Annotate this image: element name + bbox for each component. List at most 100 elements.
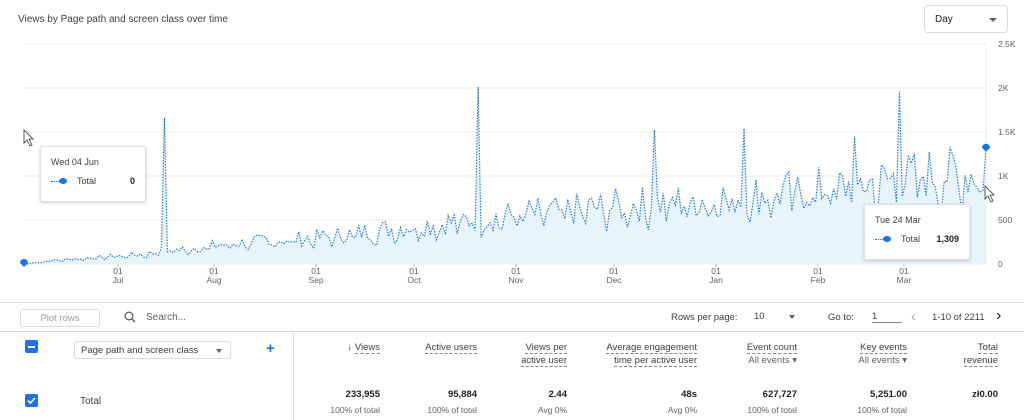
x-tick-month: Jul — [113, 275, 124, 285]
search-icon — [124, 311, 136, 323]
column-header[interactable]: Average engagement time per active user — [567, 341, 697, 367]
y-tick-label: 2K — [998, 83, 1009, 93]
column-header-label: revenue — [963, 355, 998, 367]
x-tick-day: 01 — [113, 266, 123, 276]
total-percent: Avg 0% — [667, 405, 697, 415]
event-filter-select: All events ▾ — [858, 355, 907, 366]
event-filter-select: All events ▾ — [748, 355, 797, 366]
y-tick-label: 2.5K — [998, 39, 1016, 49]
check-icon — [27, 397, 36, 405]
total-value: 233,955 — [345, 389, 380, 400]
total-percent: 100% of total — [427, 405, 477, 415]
column-header[interactable]: Key events All events ▾ — [817, 341, 907, 367]
rows-per-page-value: 10 — [754, 311, 765, 322]
dimension-select[interactable]: Page path and screen class — [74, 341, 231, 359]
date-granularity-value: Day — [935, 13, 953, 25]
x-tick-day: 01 — [813, 266, 823, 276]
next-page-icon[interactable]: › — [996, 307, 1002, 324]
add-dimension-button[interactable]: + — [266, 340, 275, 357]
tooltip-value: 0 — [129, 176, 135, 186]
prev-page-icon[interactable]: ‹ — [911, 308, 916, 324]
search-input[interactable]: Search... — [146, 312, 187, 323]
x-tick-month: Oct — [407, 275, 421, 285]
tooltip-start: Wed 04 Jun Total 0 — [40, 146, 146, 202]
column-header-label: time per active user — [614, 355, 697, 367]
x-tick-day: 01 — [311, 266, 321, 276]
x-tick-month: Aug — [206, 275, 221, 285]
x-tick-day: 01 — [711, 266, 721, 276]
mouse-cursor-icon — [23, 129, 34, 147]
total-percent: 100% of total — [330, 405, 380, 415]
column-header[interactable]: Views per active user — [477, 341, 567, 367]
series-area-total — [24, 87, 986, 264]
tooltip-series: Total — [901, 234, 921, 244]
x-tick-month: Feb — [811, 275, 826, 285]
column-header-label: Total — [977, 342, 998, 354]
y-tick-label: 1K — [998, 171, 1009, 181]
total-percent: Avg 0% — [537, 405, 567, 415]
total-value: 5,251.00 — [870, 389, 907, 400]
data-point-marker[interactable] — [20, 259, 28, 267]
column-header[interactable]: Total revenue — [908, 341, 998, 367]
go-to-label: Go to: — [828, 312, 854, 323]
plot-rows-button[interactable]: Plot rows — [20, 309, 100, 327]
total-value: 2.44 — [548, 389, 568, 400]
x-tick-day: 01 — [609, 266, 619, 276]
column-header[interactable]: Event count All events ▾ — [707, 341, 797, 367]
divider — [0, 302, 1024, 303]
chevron-down-icon — [989, 18, 997, 22]
x-tick-day: 01 — [511, 266, 521, 276]
total-percent: 100% of total — [747, 405, 797, 415]
total-value: zł0.00 — [972, 389, 998, 400]
x-tick-day: 01 — [209, 266, 219, 276]
minus-icon — [28, 346, 35, 348]
column-header[interactable]: ↓ Views — [290, 341, 380, 354]
total-percent: 100% of total — [857, 405, 907, 415]
column-header-label: Views per — [525, 342, 567, 354]
tooltip-series: Total — [77, 176, 97, 186]
column-header-label: Key events — [860, 342, 907, 354]
rows-per-page-select[interactable]: 10 — [754, 311, 798, 322]
chevron-down-icon — [216, 349, 222, 353]
x-tick-month: Mar — [897, 275, 912, 285]
x-tick-month: Jan — [709, 275, 723, 285]
column-header-label: Average engagement — [606, 342, 697, 354]
y-tick-label: 0 — [998, 259, 1003, 269]
rows-per-page-label: Rows per page: — [671, 312, 738, 323]
data-point-marker[interactable] — [982, 143, 990, 152]
x-tick-day: 01 — [899, 266, 909, 276]
y-tick-label: 1.5K — [998, 127, 1016, 137]
chart-title: Views by Page path and screen class over… — [18, 14, 228, 25]
series-line-total[interactable] — [24, 87, 987, 265]
series-legend-icon — [875, 235, 893, 243]
go-to-input[interactable]: 1 — [872, 311, 902, 323]
x-tick-month: Nov — [508, 275, 524, 285]
line-chart: 01Jul01Aug01Sep01Oct01Nov01Dec01Jan01Feb… — [20, 39, 1016, 285]
sort-descending-icon: ↓ — [347, 342, 355, 353]
divider — [293, 333, 294, 420]
tooltip-date: Tue 24 Mar — [875, 215, 921, 225]
total-row-checkbox[interactable] — [25, 394, 38, 407]
y-tick-label: 500 — [998, 215, 1012, 225]
column-header-label: active user — [521, 355, 567, 367]
x-tick-month: Sep — [308, 275, 323, 285]
chevron-down-icon — [789, 315, 795, 319]
column-header[interactable]: Active users — [387, 341, 477, 354]
x-tick-month: Dec — [606, 275, 622, 285]
total-value: 95,884 — [447, 389, 477, 400]
tooltip-value: 1,309 — [936, 234, 959, 244]
total-row-label: Total — [80, 396, 102, 407]
column-header-label: Event count — [746, 342, 797, 354]
dimension-value: Page path and screen class — [81, 344, 199, 356]
series-legend-icon — [51, 177, 69, 185]
tooltip-date: Wed 04 Jun — [51, 157, 99, 167]
column-header-label: Active users — [425, 342, 477, 354]
column-header-label: Views — [354, 342, 380, 354]
page-range: 1-10 of 2211 — [932, 312, 985, 323]
total-value: 48s — [681, 389, 697, 400]
tooltip-end: Tue 24 Mar Total 1,309 — [864, 204, 970, 260]
mouse-cursor-icon — [984, 185, 995, 203]
date-granularity-select[interactable]: Day — [924, 5, 1008, 33]
select-all-checkbox[interactable] — [25, 340, 38, 353]
x-tick-day: 01 — [409, 266, 419, 276]
